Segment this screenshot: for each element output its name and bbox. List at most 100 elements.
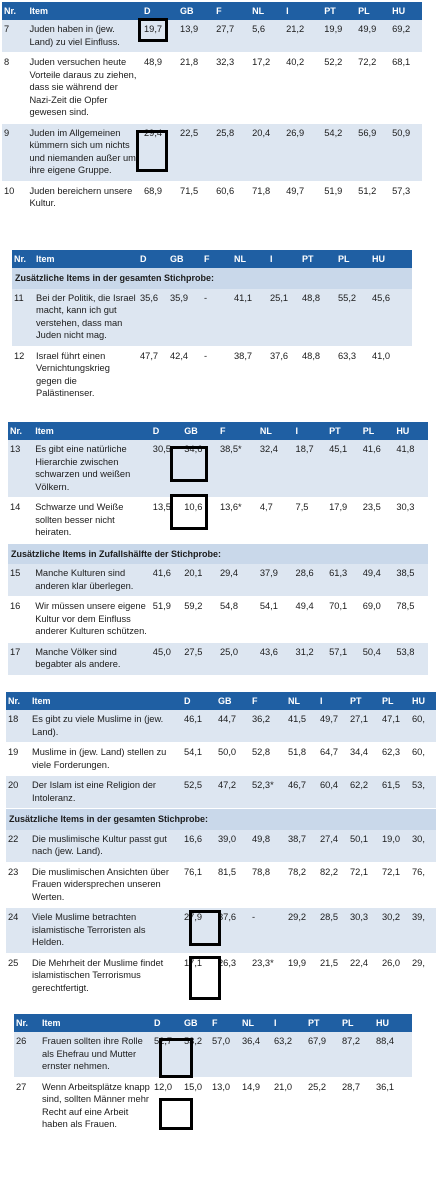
value-cell: 46,1 bbox=[182, 710, 216, 743]
data-table: Nr. Item D GB F NL I PT PL HU 26 Frauen sollten ih… bbox=[14, 1014, 412, 1136]
value-cell: 46,7 bbox=[286, 775, 318, 809]
value-cell: 28,6 bbox=[293, 564, 328, 597]
value-cell: - bbox=[202, 346, 232, 405]
value-cell: 61,5 bbox=[380, 775, 410, 809]
column-header: Nr. bbox=[14, 1014, 40, 1032]
item-number: 25 bbox=[6, 953, 30, 999]
value-cell: 19,0 bbox=[380, 829, 410, 863]
value-cell: 13,0 bbox=[210, 1077, 240, 1136]
value-cell: 70,1 bbox=[327, 596, 361, 643]
highlight-box bbox=[159, 1038, 193, 1078]
item-text: Muslime in (jew. Land) stellen zu viele … bbox=[30, 742, 182, 776]
value-cell: 62,2 bbox=[348, 775, 380, 809]
value-cell: 47,7 bbox=[138, 346, 168, 405]
item-number: 23 bbox=[6, 862, 30, 908]
value-cell: 49,7 bbox=[284, 181, 323, 215]
item-number: 7 bbox=[2, 20, 28, 53]
data-table: Nr. Item D GB F NL I PT PL HU 7 Juden haben in (je… bbox=[2, 2, 422, 215]
value-cell: 52,2 bbox=[322, 52, 357, 124]
highlight-box bbox=[138, 18, 168, 42]
column-header: F bbox=[214, 2, 251, 20]
value-cell: 37,9 bbox=[257, 564, 294, 597]
column-header: Item bbox=[40, 1014, 152, 1032]
table-row: 23 Die muslimischen Ansichten über Frauen… bbox=[6, 862, 436, 908]
column-header: PL bbox=[336, 250, 370, 268]
item-number: 24 bbox=[6, 907, 30, 954]
value-cell: 62,3 bbox=[380, 742, 410, 776]
highlight-box bbox=[170, 494, 208, 530]
item-number: 12 bbox=[12, 346, 34, 405]
item-number: 19 bbox=[6, 742, 30, 776]
value-cell: 50,9 bbox=[390, 123, 422, 182]
column-header: Item bbox=[27, 2, 142, 20]
table-row: 10 Juden bereichern unsere Kultur. 68,9 71,… bbox=[2, 181, 422, 215]
item-number: 16 bbox=[8, 596, 34, 643]
value-cell: 25,2 bbox=[306, 1077, 340, 1136]
value-cell: 25,0 bbox=[217, 642, 258, 676]
table-row: 22 Die muslimische Kultur passt gut nach … bbox=[6, 829, 436, 863]
column-header: F bbox=[202, 250, 232, 268]
item-text: Wenn Arbeitsplätze knapp sind, sollten M… bbox=[40, 1077, 152, 1136]
value-cell: 54,1 bbox=[182, 742, 216, 776]
value-cell: 23,5 bbox=[360, 497, 395, 544]
value-cell: 41,8 bbox=[394, 440, 428, 498]
value-cell: 4,7 bbox=[257, 497, 294, 544]
value-cell: 13,6* bbox=[217, 497, 258, 544]
item-text: Juden im Allgemeinen kümmern sich um nic… bbox=[27, 123, 142, 182]
value-cell: 71,5 bbox=[178, 181, 215, 215]
table-row: 7 Juden haben in (jew. Land) zu viel Einf… bbox=[2, 20, 422, 53]
table-row: 18 Es gibt zu viele Muslime in (jew. Land… bbox=[6, 710, 436, 743]
value-cell: 76, bbox=[410, 862, 436, 908]
value-cell: 36,2 bbox=[250, 710, 286, 743]
item-number: 13 bbox=[8, 440, 34, 498]
section-row: Zusätzliche Items in der gesamten Stichp… bbox=[12, 268, 412, 289]
value-cell: 27,1 bbox=[348, 710, 380, 743]
value-cell: 38,5* bbox=[217, 440, 258, 498]
value-cell: 57,1 bbox=[327, 642, 361, 676]
value-cell: 40,2 bbox=[284, 52, 323, 124]
value-cell: 25,1 bbox=[268, 288, 300, 347]
value-cell: 36,1 bbox=[374, 1077, 412, 1136]
header-row: Nr. Item D GB F NL I PT PL HU bbox=[6, 692, 436, 710]
value-cell: 63,2 bbox=[272, 1032, 306, 1078]
item-number: 14 bbox=[8, 497, 34, 544]
value-cell: 53, bbox=[410, 775, 436, 809]
column-header: NL bbox=[286, 692, 318, 710]
value-cell: 32,4 bbox=[257, 440, 294, 498]
value-cell: 52,3* bbox=[250, 775, 286, 809]
value-cell: - bbox=[250, 907, 286, 954]
value-cell: 63,3 bbox=[336, 346, 370, 405]
value-cell: 27,7 bbox=[214, 20, 251, 53]
value-cell: 51,8 bbox=[286, 742, 318, 776]
section-label: Zusätzliche Items in Zufallshälfte der S… bbox=[8, 543, 428, 564]
column-header: I bbox=[272, 1014, 306, 1032]
value-cell: 54,1 bbox=[257, 596, 294, 643]
value-cell: 67,9 bbox=[306, 1032, 340, 1078]
column-header: GB bbox=[178, 2, 215, 20]
value-cell: 72,1 bbox=[348, 862, 380, 908]
item-text: Es gibt zu viele Muslime in (jew. Land). bbox=[30, 710, 182, 743]
column-header: F bbox=[217, 422, 258, 440]
value-cell: 60, bbox=[410, 742, 436, 776]
value-cell: 14,9 bbox=[240, 1077, 272, 1136]
column-header: GB bbox=[182, 422, 218, 440]
item-text: Die muslimische Kultur passt gut nach (j… bbox=[30, 829, 182, 863]
item-text: Manche Kulturen sind anderen klar überle… bbox=[33, 564, 151, 597]
item-number: 22 bbox=[6, 829, 30, 863]
item-text: Juden bereichern unsere Kultur. bbox=[27, 181, 142, 215]
value-cell: 50,1 bbox=[348, 829, 380, 863]
item-number: 17 bbox=[8, 642, 34, 676]
value-cell: 45,0 bbox=[150, 642, 183, 676]
value-cell: 72,1 bbox=[380, 862, 410, 908]
value-cell: 50,0 bbox=[216, 742, 250, 776]
item-text: Die Mehrheit der Muslime findet islamist… bbox=[30, 953, 182, 999]
highlight-box bbox=[170, 446, 208, 482]
value-cell: 61,3 bbox=[327, 564, 361, 597]
value-cell: 39,0 bbox=[216, 829, 250, 863]
value-cell: 12,0 bbox=[152, 1077, 182, 1136]
item-text: Bei der Politik, die Israel macht, kann … bbox=[34, 288, 138, 347]
value-cell: 55,2 bbox=[336, 288, 370, 347]
table-row: 13 Es gibt eine natürliche Hierarchie zwi… bbox=[8, 440, 428, 498]
data-table: Nr. Item D GB F NL I PT PL HU 18 Es gibt zu viele … bbox=[6, 692, 436, 999]
value-cell: 35,9 bbox=[168, 288, 202, 347]
